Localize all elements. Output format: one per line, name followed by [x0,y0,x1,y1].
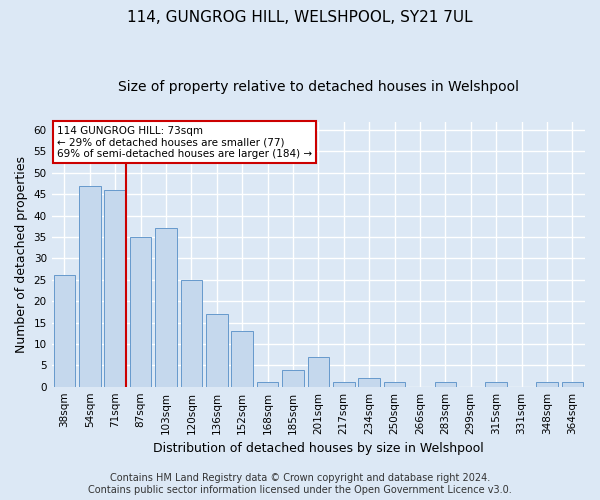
X-axis label: Distribution of detached houses by size in Welshpool: Distribution of detached houses by size … [153,442,484,455]
Bar [155,228,177,386]
Bar [333,382,355,386]
Bar [79,186,101,386]
Bar [485,382,507,386]
Text: 114, GUNGROG HILL, WELSHPOOL, SY21 7UL: 114, GUNGROG HILL, WELSHPOOL, SY21 7UL [127,10,473,25]
Bar [232,331,253,386]
Text: Contains HM Land Registry data © Crown copyright and database right 2024.
Contai: Contains HM Land Registry data © Crown c… [88,474,512,495]
Bar [282,370,304,386]
Title: Size of property relative to detached houses in Welshpool: Size of property relative to detached ho… [118,80,519,94]
Bar [181,280,202,386]
Bar [358,378,380,386]
Bar [384,382,406,386]
Text: 114 GUNGROG HILL: 73sqm
← 29% of detached houses are smaller (77)
69% of semi-de: 114 GUNGROG HILL: 73sqm ← 29% of detache… [57,126,312,158]
Bar [206,314,227,386]
Bar [130,237,151,386]
Bar [308,356,329,386]
Y-axis label: Number of detached properties: Number of detached properties [15,156,28,352]
Bar [562,382,583,386]
Bar [434,382,456,386]
Bar [257,382,278,386]
Bar [53,276,75,386]
Bar [104,190,126,386]
Bar [536,382,557,386]
